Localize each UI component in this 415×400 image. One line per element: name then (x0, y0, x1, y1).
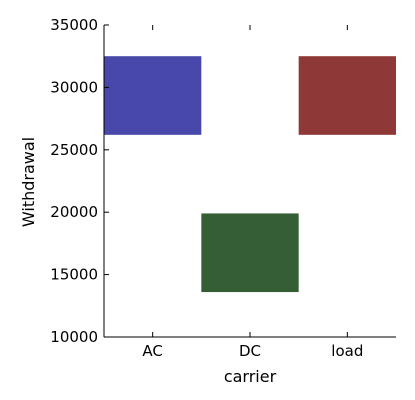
y-tick-label: 20000 (50, 203, 98, 221)
bars (104, 56, 396, 293)
bar-ac (104, 56, 202, 135)
y-tick-label: 25000 (50, 141, 98, 159)
y-tick-label: 30000 (50, 78, 98, 96)
y-tick-label: 15000 (50, 266, 98, 284)
y-tick-label: 35000 (50, 16, 98, 34)
x-axis-ticks: AC DC load (142, 25, 363, 360)
y-axis-ticks: 10000 15000 20000 25000 30000 35000 (50, 16, 109, 346)
y-axis-label: Withdrawal (19, 137, 38, 227)
x-axis-label: carrier (224, 367, 277, 386)
bar-load (298, 56, 396, 135)
bar-dc (201, 213, 299, 293)
x-tick-label: DC (239, 342, 261, 360)
x-tick-label: load (331, 342, 363, 360)
y-tick-label: 10000 (50, 328, 98, 346)
x-tick-label: AC (142, 342, 162, 360)
